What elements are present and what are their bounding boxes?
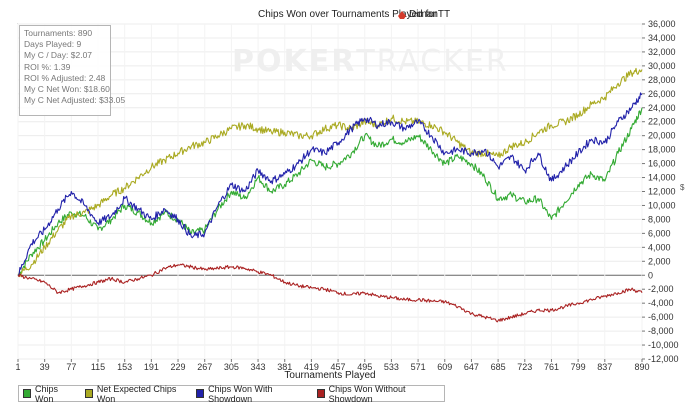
x-tick-label: 457 xyxy=(331,362,346,372)
y-tick-label: 34,000 xyxy=(648,33,676,43)
stat-roi: ROI %: 1.39 xyxy=(24,61,71,72)
legend-item-chips-won[interactable]: Chips Won xyxy=(23,384,73,404)
stat-days-played: Days Played: 9 xyxy=(24,39,82,50)
x-tick-label: 77 xyxy=(66,362,76,372)
x-tick-label: 39 xyxy=(40,362,50,372)
y-tick-label: 26,000 xyxy=(648,89,676,99)
x-tick-label: 723 xyxy=(517,362,532,372)
y-tick-label: 6,000 xyxy=(648,228,671,238)
legend-item-without-showdown[interactable]: Chips Won Without Showdown xyxy=(316,383,436,404)
x-tick-label: 837 xyxy=(597,362,612,372)
y-tick-label: -12,000 xyxy=(648,354,679,364)
x-tick-label: 609 xyxy=(437,362,452,372)
x-tick-label: 229 xyxy=(171,362,186,372)
x-tick-label: 115 xyxy=(91,362,105,372)
legend-swatch-net-expected xyxy=(84,389,93,398)
y-tick-label: 24,000 xyxy=(648,103,676,113)
x-tick-label: 153 xyxy=(117,362,132,372)
legend-label-chips-won: Chips Won xyxy=(35,383,59,404)
x-tick-label: 305 xyxy=(224,362,239,372)
legend-item-with-showdown[interactable]: Chips Won With Showdown xyxy=(196,384,304,404)
stat-tournaments: Tournaments: 890 xyxy=(24,28,93,38)
x-tick-label: 533 xyxy=(384,362,399,372)
y-tick-label: -6,000 xyxy=(648,312,674,322)
x-tick-label: 267 xyxy=(197,362,212,372)
series-line-1 xyxy=(17,67,643,278)
x-tick-label: 191 xyxy=(144,362,159,372)
legend-label-with-showdown: Chips Won With Showdown xyxy=(208,383,273,404)
y-tick-label: 28,000 xyxy=(648,75,676,85)
x-tick-label: 343 xyxy=(251,362,266,372)
y-tick-label: -10,000 xyxy=(648,340,679,350)
x-tick-label: 1 xyxy=(15,362,20,372)
y-tick-label: 12,000 xyxy=(648,187,676,197)
x-tick-label: 571 xyxy=(411,362,426,372)
x-tick-label: 799 xyxy=(571,362,586,372)
player-icon xyxy=(398,11,406,19)
y-tick-label: 22,000 xyxy=(648,117,676,127)
x-tick-label: 419 xyxy=(304,362,319,372)
x-axis: 1 39 77 115 153 191 229 267 305 343 381 419 457 495 53… xyxy=(15,359,650,372)
y-tick-label: 36,000 xyxy=(648,19,676,29)
x-tick-label: 685 xyxy=(491,362,506,372)
y-axis-currency-glyph: $ xyxy=(680,183,685,192)
x-tick-label: 495 xyxy=(357,362,372,372)
stats-box: Tournaments: 890 Days Played: 9 My C / D… xyxy=(19,25,126,116)
legend-item-net-expected[interactable]: Net Expected Chips Won xyxy=(84,383,184,404)
y-tick-label: 16,000 xyxy=(648,159,676,169)
y-tick-label: 4,000 xyxy=(648,242,671,252)
y-tick-label: 10,000 xyxy=(648,200,676,210)
x-tick-label: 761 xyxy=(544,362,559,372)
y-tick-label: -8,000 xyxy=(648,326,674,336)
stat-my-c-day: My C / Day: $2.07 xyxy=(24,50,93,61)
series-line-0 xyxy=(17,107,643,276)
watermark-bold: POKER xyxy=(232,44,357,79)
watermark-thin: TRACKER xyxy=(356,44,509,79)
y-tick-label: 8,000 xyxy=(648,214,671,224)
x-axis-label: Tournaments Played xyxy=(284,370,375,381)
chart-title: Chips Won over Tournaments Played for xyxy=(258,9,438,20)
y-tick-label: 14,000 xyxy=(648,173,676,183)
stat-my-c-net-adjusted: My C Net Adjusted: $33.05 xyxy=(24,95,126,106)
stat-my-c-net-won: My C Net Won: $18.60 xyxy=(24,84,110,95)
y-axis: 36,000 34,000 32,000 30,000 28,000 26,000 24,0… xyxy=(642,19,679,364)
y-tick-label: 0 xyxy=(648,270,653,280)
legend: Chips Won Net Expected Chips Won Chips W… xyxy=(18,383,445,404)
series-line-2 xyxy=(17,92,643,276)
x-tick-label: 381 xyxy=(277,362,292,372)
x-tick-label: 890 xyxy=(634,362,649,372)
x-tick-label: 647 xyxy=(464,362,479,372)
y-tick-label: -2,000 xyxy=(648,284,674,294)
legend-swatch-chips-won xyxy=(23,389,32,398)
legend-label-net-expected: Net Expected Chips Won xyxy=(96,383,177,404)
y-tick-label: 18,000 xyxy=(648,145,676,155)
stat-roi-adjusted: ROI % Adjusted: 2.48 xyxy=(24,72,106,83)
legend-label-without-showdown: Chips Won Without Showdown xyxy=(328,383,406,404)
watermark: POKERTRACKER xyxy=(232,44,509,79)
legend-swatch-with-showdown xyxy=(196,389,205,398)
legend-swatch-without-showdown xyxy=(316,389,325,398)
y-tick-label: 30,000 xyxy=(648,61,676,71)
y-tick-label: 32,000 xyxy=(648,47,676,57)
player-name: DimanTT xyxy=(409,9,450,20)
series-layer xyxy=(17,67,643,323)
y-tick-label: 2,000 xyxy=(648,256,671,266)
series-line-3 xyxy=(17,263,643,323)
y-tick-label: -4,000 xyxy=(648,298,674,308)
y-tick-label: 20,000 xyxy=(648,131,676,141)
